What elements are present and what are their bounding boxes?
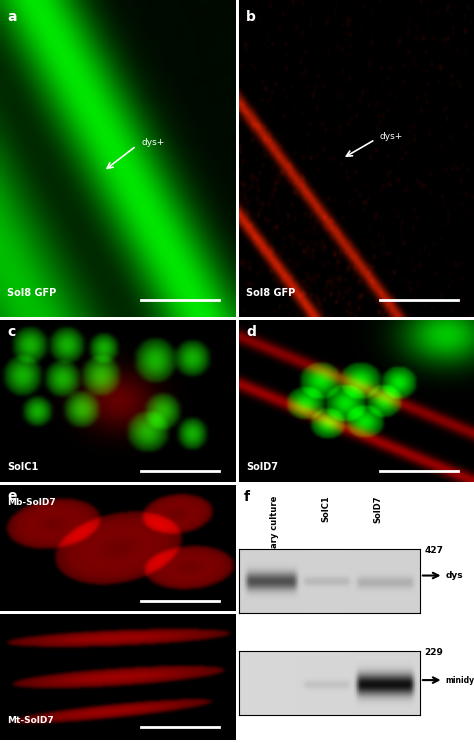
Text: a: a xyxy=(7,10,17,24)
Text: dys+: dys+ xyxy=(141,138,164,147)
Text: SolD7: SolD7 xyxy=(373,495,382,523)
Text: dys: dys xyxy=(446,571,464,580)
Text: Sol8 GFP: Sol8 GFP xyxy=(7,288,56,298)
Text: 229: 229 xyxy=(425,648,444,658)
Text: Mt-SolD7: Mt-SolD7 xyxy=(7,716,54,725)
Text: Sol8 GFP: Sol8 GFP xyxy=(246,288,295,298)
Text: d: d xyxy=(246,325,256,339)
Text: e: e xyxy=(7,489,17,503)
Text: b: b xyxy=(246,10,256,24)
Text: Mb-SolD7: Mb-SolD7 xyxy=(7,498,56,507)
Text: minidys: minidys xyxy=(446,675,474,684)
Text: f: f xyxy=(244,490,250,504)
Text: c: c xyxy=(7,325,15,339)
Text: SolC1: SolC1 xyxy=(321,495,330,522)
Text: 427: 427 xyxy=(425,546,444,555)
Text: SolD7: SolD7 xyxy=(246,462,278,473)
Text: SolC1: SolC1 xyxy=(7,462,38,473)
Text: dys+: dys+ xyxy=(380,132,403,141)
Text: Primary culture: Primary culture xyxy=(270,495,279,570)
